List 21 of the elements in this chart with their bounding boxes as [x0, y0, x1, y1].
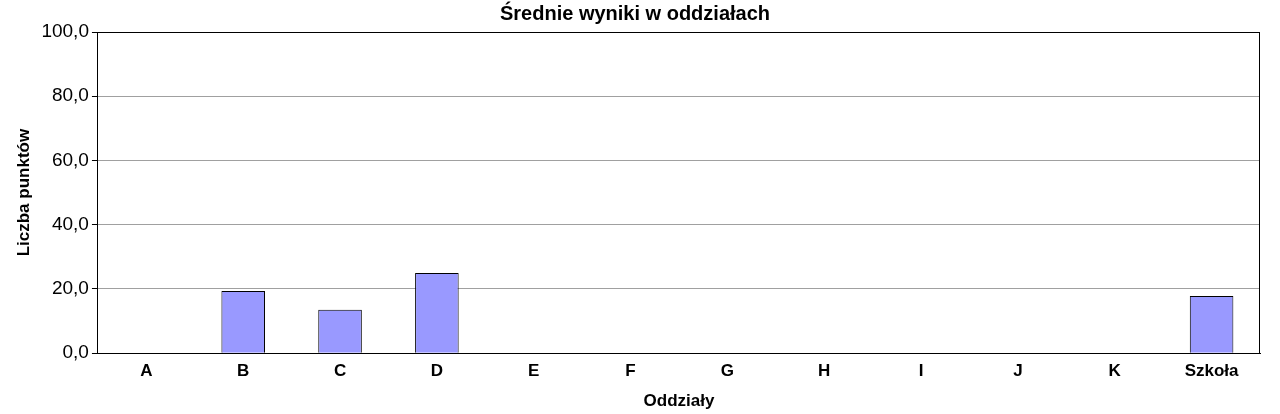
y-tick-label: 40,0: [51, 212, 89, 234]
y-tick-label: 0,0: [62, 341, 89, 363]
y-tick-label: 60,0: [51, 148, 89, 170]
x-tick-label: B: [237, 361, 250, 381]
y-tick-label: 80,0: [51, 84, 89, 106]
x-tick-label: G: [720, 361, 735, 381]
x-tick-label: E: [528, 361, 540, 381]
x-axis-title: Oddziały: [643, 391, 715, 411]
y-axis-title: Liczba punktów: [13, 128, 33, 257]
x-tick-label: I: [918, 361, 924, 381]
x-tick-label: F: [625, 361, 636, 381]
x-tick-label: Szkoła: [1184, 361, 1240, 381]
y-tick-label: 20,0: [51, 277, 89, 299]
x-tick-label: J: [1013, 361, 1023, 381]
y-tick-label: 100,0: [41, 20, 89, 42]
x-tick-label: A: [140, 361, 153, 381]
x-tick-label: D: [430, 361, 444, 381]
x-tick-label: C: [333, 361, 347, 381]
x-tick-label: H: [818, 361, 831, 381]
chart-title: Średnie wyniki w oddziałach: [499, 0, 771, 24]
x-tick-label: K: [1108, 361, 1122, 381]
